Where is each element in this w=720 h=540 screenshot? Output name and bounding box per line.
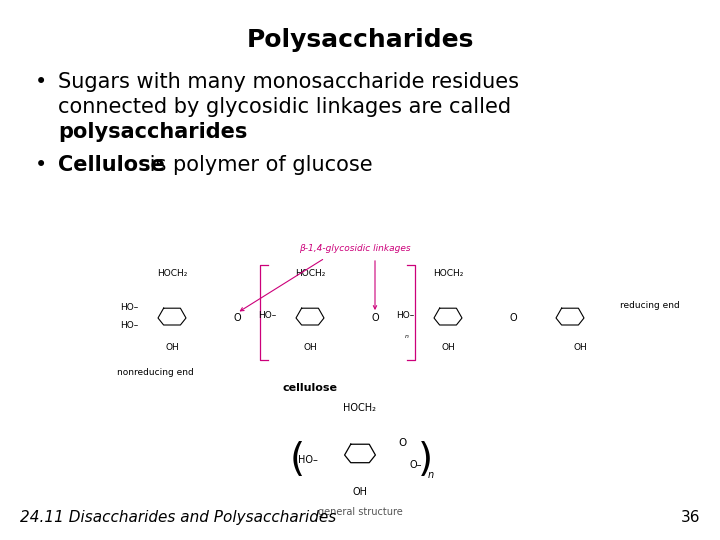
Text: OH: OH	[303, 343, 317, 352]
Text: β-1,4-glycosidic linkages: β-1,4-glycosidic linkages	[300, 244, 411, 253]
Text: (: (	[290, 441, 305, 479]
Text: O: O	[372, 313, 379, 323]
Text: connected by glycosidic linkages are called: connected by glycosidic linkages are cal…	[58, 97, 511, 117]
Text: HOCH₂: HOCH₂	[157, 269, 187, 278]
Text: O: O	[509, 313, 517, 323]
Text: OH: OH	[353, 487, 367, 497]
Text: O–: O–	[410, 460, 423, 470]
Text: OH: OH	[573, 343, 587, 352]
Text: •: •	[35, 72, 48, 92]
Text: is polymer of glucose: is polymer of glucose	[143, 155, 373, 175]
Text: reducing end: reducing end	[620, 300, 680, 309]
Text: Cellulose: Cellulose	[58, 155, 165, 175]
Text: 36: 36	[680, 510, 700, 525]
Text: •: •	[35, 155, 48, 175]
Text: HO–: HO–	[298, 455, 318, 465]
Text: O: O	[233, 313, 240, 323]
Text: polysaccharides: polysaccharides	[58, 122, 248, 142]
Text: HOCH₂: HOCH₂	[343, 403, 377, 413]
Text: OH: OH	[165, 343, 179, 352]
Text: cellulose: cellulose	[282, 383, 338, 393]
Text: nonreducing end: nonreducing end	[117, 368, 194, 377]
Text: HO–: HO–	[120, 303, 138, 313]
Text: O: O	[398, 438, 406, 448]
Text: HO–: HO–	[120, 321, 138, 329]
Text: Sugars with many monosaccharide residues: Sugars with many monosaccharide residues	[58, 72, 519, 92]
Text: HO–: HO–	[396, 312, 414, 321]
Text: 24.11 Disaccharides and Polysaccharides: 24.11 Disaccharides and Polysaccharides	[20, 510, 336, 525]
Text: general structure: general structure	[318, 507, 402, 517]
Text: OH: OH	[441, 343, 455, 352]
Text: ₙ: ₙ	[405, 330, 409, 340]
Text: HO–: HO–	[258, 312, 276, 321]
Text: HOCH₂: HOCH₂	[433, 269, 463, 278]
Text: ): )	[418, 441, 433, 479]
Text: HOCH₂: HOCH₂	[294, 269, 325, 278]
Text: Polysaccharides: Polysaccharides	[246, 28, 474, 52]
Text: n: n	[428, 470, 434, 480]
